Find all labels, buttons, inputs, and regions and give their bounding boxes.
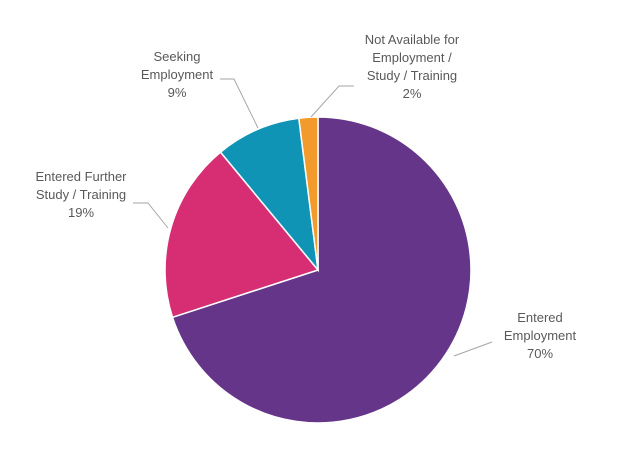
pie-slice-2 — [219, 117, 320, 273]
slice-labels: Entered Employment 70% Entered Further Study… — [35, 32, 576, 361]
leader-lines — [133, 78, 493, 357]
slice-name-line: Employment / — [372, 50, 452, 65]
pie-slice-3 — [297, 116, 319, 271]
leader-line-0 — [453, 341, 493, 357]
slice-name-line: Study / Training — [36, 187, 126, 202]
pie-slices — [164, 116, 472, 424]
slice-label-1: Entered Further Study / Training 19% — [35, 169, 127, 220]
slice-label-2: Seeking Employment 9% — [141, 49, 214, 100]
leader-line-3 — [310, 85, 354, 118]
slice-name-line: Employment — [141, 67, 214, 82]
slice-label-3: Not Available for Employment / Study / Tra… — [365, 32, 460, 101]
slice-value-label: 19% — [68, 205, 94, 220]
leader-line-1 — [133, 202, 169, 229]
pie-slice-0 — [171, 116, 472, 424]
slice-name-line: Entered Further — [35, 169, 127, 184]
slice-name-line: Not Available for — [365, 32, 460, 47]
slice-value-label: 70% — [527, 346, 553, 361]
leader-line-2 — [220, 78, 259, 129]
slice-name-line: Employment — [504, 328, 577, 343]
slice-name-line: Seeking — [154, 49, 201, 64]
slice-label-0: Entered Employment 70% — [504, 310, 577, 361]
slice-value-label: 2% — [403, 86, 422, 101]
pie-slice-1 — [164, 151, 320, 319]
slice-value-label: 9% — [168, 85, 187, 100]
slice-name-line: Study / Training — [367, 68, 457, 83]
slice-name-line: Entered — [517, 310, 563, 325]
